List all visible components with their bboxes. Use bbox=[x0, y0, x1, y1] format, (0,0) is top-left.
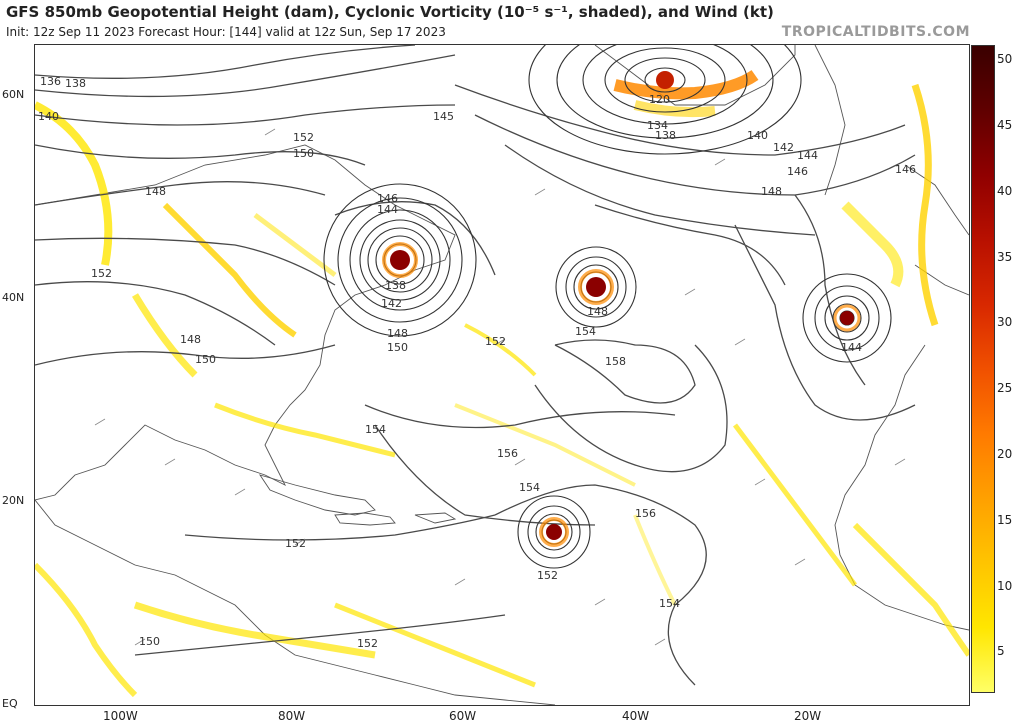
low-greenland-core bbox=[656, 71, 674, 89]
colorbar bbox=[971, 45, 995, 693]
lat-label-eq: EQ bbox=[2, 697, 18, 710]
cyclone-tropical-core bbox=[546, 524, 562, 540]
contour-label: 154 bbox=[575, 325, 596, 338]
chart-subtitle: Init: 12z Sep 11 2023 Forecast Hour: [14… bbox=[6, 25, 446, 39]
colorbar-label: 40 bbox=[997, 184, 1013, 198]
vorticity-shading bbox=[35, 69, 969, 698]
contour-label: 154 bbox=[659, 597, 680, 610]
contour-label: 154 bbox=[365, 423, 386, 436]
contour-label: 144 bbox=[377, 203, 398, 216]
lat-label-20n: 20N bbox=[2, 494, 25, 507]
contour-label: 152 bbox=[485, 335, 506, 348]
contour-label: 150 bbox=[293, 147, 314, 160]
low-greenland-label: 120 bbox=[649, 93, 670, 106]
lon-label-60w: 60W bbox=[449, 709, 477, 723]
chart-title: GFS 850mb Geopotential Height (dam), Cyc… bbox=[6, 3, 774, 21]
contour-label: 148 bbox=[761, 185, 782, 198]
lat-label-40n: 40N bbox=[2, 291, 25, 304]
contour-label: 146 bbox=[787, 165, 808, 178]
contour-label: 148 bbox=[387, 327, 408, 340]
colorbar-label: 35 bbox=[997, 250, 1013, 264]
contour-label: 156 bbox=[635, 507, 656, 520]
contour-label: 152 bbox=[91, 267, 112, 280]
lat-label-60n: 60N bbox=[2, 88, 25, 101]
colorbar-label: 25 bbox=[997, 381, 1013, 395]
wind-barbs bbox=[94, 128, 906, 646]
colorbar-label: 30 bbox=[997, 315, 1013, 329]
contour-label: 158 bbox=[605, 355, 626, 368]
contour-label: 142 bbox=[381, 297, 402, 310]
contour-label: 136 bbox=[40, 75, 61, 88]
colorbar-label: 45 bbox=[997, 118, 1013, 132]
contour-label: 152 bbox=[357, 637, 378, 650]
height-contours bbox=[35, 45, 916, 686]
lon-label-20w: 20W bbox=[794, 709, 822, 723]
contour-label: 146 bbox=[895, 163, 916, 176]
contour-label: 138 bbox=[65, 77, 86, 90]
colorbar-label: 10 bbox=[997, 579, 1013, 593]
colorbar-label: 5 bbox=[997, 644, 1005, 658]
coastlines bbox=[35, 45, 969, 705]
lon-label-40w: 40W bbox=[622, 709, 650, 723]
cyclone-mid-atlantic-label: 148 bbox=[587, 305, 608, 318]
cyclone-azores-rings bbox=[802, 273, 892, 363]
cyclone-tropical-label: 152 bbox=[537, 569, 558, 582]
contour-label: 156 bbox=[497, 447, 518, 460]
contour-label: 144 bbox=[797, 149, 818, 162]
cyclone-nova-scotia-core bbox=[390, 250, 410, 270]
contour-label: 148 bbox=[145, 185, 166, 198]
colorbar-label: 15 bbox=[997, 513, 1013, 527]
contour-label: 148 bbox=[180, 333, 201, 346]
low-greenland-rings bbox=[528, 45, 802, 155]
contour-label: 150 bbox=[387, 341, 408, 354]
contour-label-group: 136 138 140 148 152 150 152 146 144 142 … bbox=[38, 75, 916, 650]
contour-label: 154 bbox=[519, 481, 540, 494]
colorbar-label: 50 bbox=[997, 52, 1013, 66]
lon-label-80w: 80W bbox=[278, 709, 306, 723]
contour-label: 134 bbox=[647, 119, 668, 132]
cyclone-azores-label: 144 bbox=[841, 341, 862, 354]
cyclone-azores-core bbox=[840, 311, 854, 325]
map-canvas: 136 138 140 148 152 150 152 146 144 142 … bbox=[35, 45, 969, 705]
cyclone-nova-scotia-label: 138 bbox=[385, 279, 406, 292]
credit-label: TROPICALTIDBITS.COM bbox=[781, 24, 970, 40]
contour-label: 145 bbox=[433, 110, 454, 123]
contour-label: 146 bbox=[377, 192, 398, 205]
contour-label: 140 bbox=[38, 110, 59, 123]
contour-label: 150 bbox=[139, 635, 160, 648]
cyclone-mid-atlantic-core bbox=[586, 277, 606, 297]
contour-label: 142 bbox=[773, 141, 794, 154]
weather-map: 136 138 140 148 152 150 152 146 144 142 … bbox=[34, 44, 970, 706]
contour-label: 152 bbox=[285, 537, 306, 550]
contour-label: 150 bbox=[195, 353, 216, 366]
contour-label: 152 bbox=[293, 131, 314, 144]
lon-label-100w: 100W bbox=[103, 709, 138, 723]
colorbar-label: 20 bbox=[997, 447, 1013, 461]
contour-label: 140 bbox=[747, 129, 768, 142]
contour-label: 138 bbox=[655, 129, 676, 142]
